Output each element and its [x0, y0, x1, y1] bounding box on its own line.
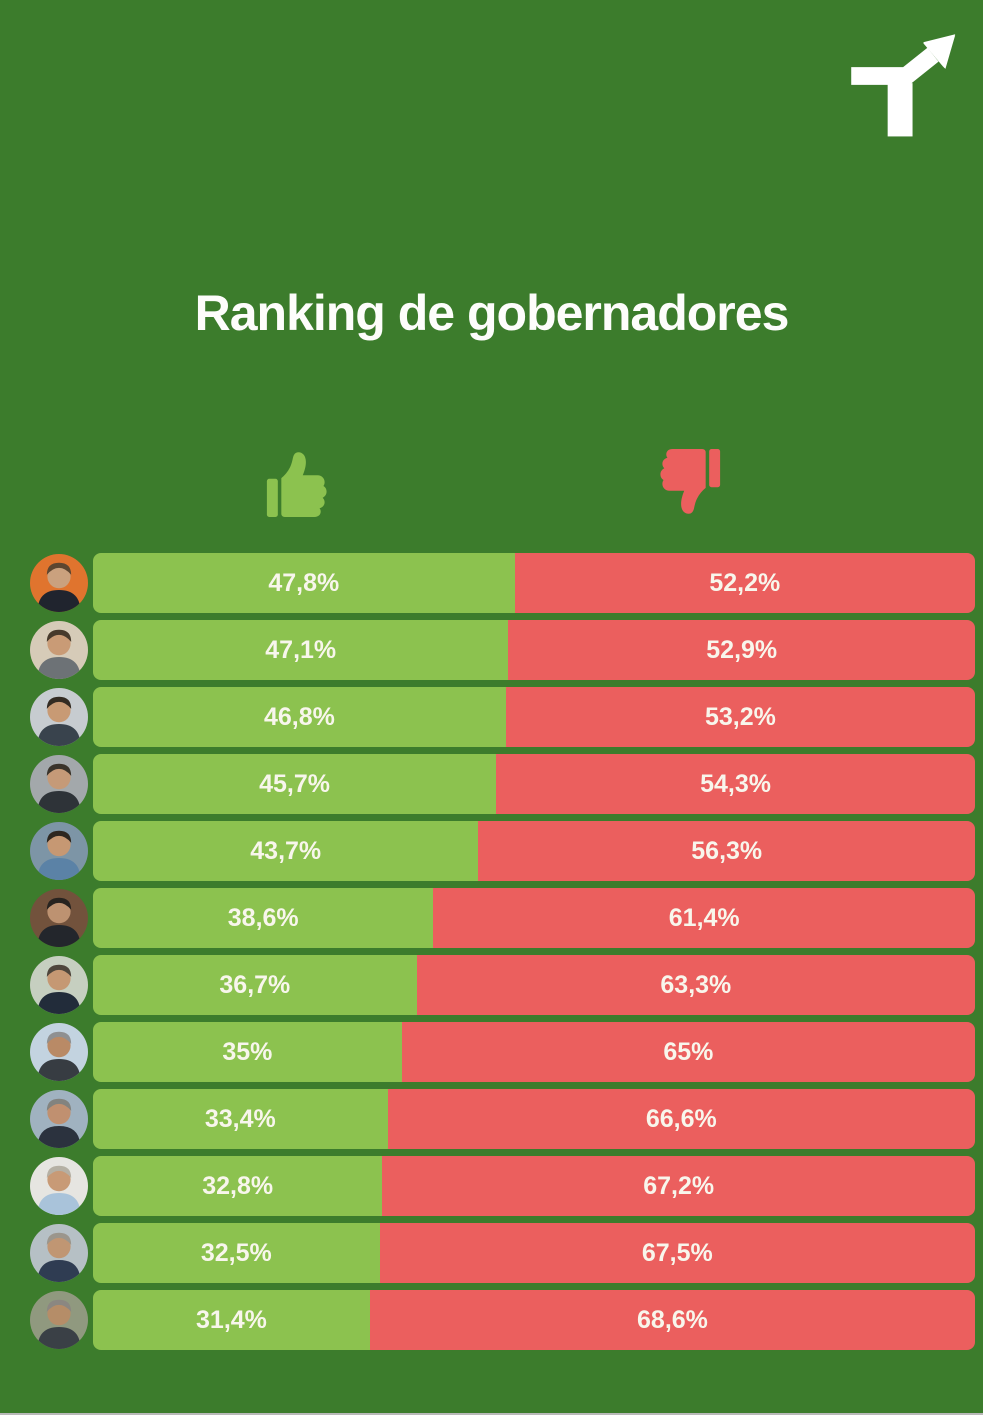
approval-value: 31,4% [196, 1305, 267, 1334]
ranking-row: 31,4% 68,6% [30, 1290, 975, 1350]
disapproval-segment: 56,3% [478, 821, 975, 881]
governor-avatar [30, 1023, 88, 1081]
ranking-row: 35% 65% [30, 1022, 975, 1082]
approval-segment: 32,5% [93, 1223, 380, 1283]
stacked-bar: 35% 65% [93, 1022, 975, 1082]
approval-segment: 32,8% [93, 1156, 383, 1216]
stacked-bar: 31,4% 68,6% [93, 1290, 975, 1350]
disapproval-value: 61,4% [668, 903, 740, 932]
stacked-bar: 45,7% 54,3% [93, 754, 975, 814]
approval-segment: 35% [93, 1022, 402, 1082]
disapproval-value: 53,2% [704, 702, 776, 731]
approval-segment: 43,7% [93, 821, 479, 881]
ranking-row: 33,4% 66,6% [30, 1089, 975, 1149]
governor-avatar [30, 1157, 88, 1215]
approval-segment: 47,1% [93, 620, 509, 680]
approval-value: 32,5% [200, 1238, 272, 1267]
stacked-bar: 38,6% 61,4% [93, 888, 975, 948]
disapproval-segment: 66,6% [387, 1089, 975, 1149]
approval-value: 45,7% [259, 769, 330, 798]
stacked-bar: 47,8% 52,2% [93, 553, 975, 613]
governor-avatar [30, 822, 88, 880]
disapproval-value: 66,6% [645, 1104, 717, 1133]
disapproval-value: 63,3% [660, 970, 732, 999]
approval-segment: 46,8% [93, 687, 506, 747]
approval-value: 35% [222, 1037, 273, 1066]
stacked-bar: 43,7% 56,3% [93, 821, 975, 881]
approval-segment: 31,4% [93, 1290, 370, 1350]
ranking-row: 43,7% 56,3% [30, 821, 975, 881]
governor-avatar [30, 755, 88, 813]
stacked-bar: 32,5% 67,5% [93, 1223, 975, 1283]
governor-avatar [30, 956, 88, 1014]
disapproval-segment: 68,6% [369, 1290, 975, 1350]
disapproval-value: 54,3% [700, 769, 771, 798]
approval-value: 32,8% [202, 1171, 274, 1200]
ranking-list: 47,8% 52,2% 47,1% [30, 553, 975, 1357]
ranking-row: 32,8% 67,2% [30, 1156, 975, 1216]
governor-avatar [30, 889, 88, 947]
approval-value: 46,8% [263, 702, 335, 731]
disapproval-segment: 63,3% [416, 955, 975, 1015]
disapproval-segment: 67,2% [382, 1156, 975, 1216]
stacked-bar: 47,1% 52,9% [93, 620, 975, 680]
disapproval-value: 65% [663, 1037, 714, 1066]
ranking-row: 47,1% 52,9% [30, 620, 975, 680]
governor-avatar [30, 621, 88, 679]
governor-avatar [30, 688, 88, 746]
page-title: Ranking de gobernadores [194, 285, 790, 341]
disapproval-segment: 53,2% [505, 687, 975, 747]
governor-avatar [30, 1291, 88, 1349]
ranking-row: 38,6% 61,4% [30, 888, 975, 948]
approval-segment: 36,7% [93, 955, 417, 1015]
governor-avatar [30, 1090, 88, 1148]
approval-value: 38,6% [227, 903, 299, 932]
disapproval-value: 68,6% [637, 1305, 708, 1334]
disapproval-segment: 61,4% [433, 888, 975, 948]
thumbs-up-icon [263, 446, 341, 530]
governor-avatar [30, 1224, 88, 1282]
disapproval-value: 67,2% [643, 1171, 715, 1200]
approval-value: 43,7% [250, 836, 322, 865]
bottom-hairline [0, 1413, 983, 1415]
disapproval-value: 67,5% [641, 1238, 713, 1267]
approval-segment: 47,8% [93, 553, 515, 613]
disapproval-segment: 52,9% [508, 620, 975, 680]
ranking-row: 45,7% 54,3% [30, 754, 975, 814]
disapproval-segment: 67,5% [379, 1223, 975, 1283]
stacked-bar: 46,8% 53,2% [93, 687, 975, 747]
approval-value: 33,4% [204, 1104, 276, 1133]
disapproval-value: 52,9% [706, 635, 778, 664]
ranking-row: 36,7% 63,3% [30, 955, 975, 1015]
approval-segment: 33,4% [93, 1089, 388, 1149]
approval-segment: 45,7% [93, 754, 497, 814]
governor-avatar [30, 554, 88, 612]
disapproval-segment: 52,2% [514, 553, 975, 613]
approval-value: 47,8% [268, 568, 340, 597]
trend-arrow-logo-icon [837, 28, 973, 152]
approval-segment: 38,6% [93, 888, 434, 948]
disapproval-segment: 54,3% [496, 754, 975, 814]
stacked-bar: 36,7% 63,3% [93, 955, 975, 1015]
ranking-row: 46,8% 53,2% [30, 687, 975, 747]
stacked-bar: 33,4% 66,6% [93, 1089, 975, 1149]
disapproval-value: 52,2% [709, 568, 781, 597]
approval-value: 47,1% [265, 635, 337, 664]
approval-value: 36,7% [219, 970, 291, 999]
ranking-row: 47,8% 52,2% [30, 553, 975, 613]
disapproval-value: 56,3% [691, 836, 763, 865]
ranking-row: 32,5% 67,5% [30, 1223, 975, 1283]
thumbs-down-icon [646, 442, 724, 526]
disapproval-segment: 65% [401, 1022, 975, 1082]
stacked-bar: 32,8% 67,2% [93, 1156, 975, 1216]
